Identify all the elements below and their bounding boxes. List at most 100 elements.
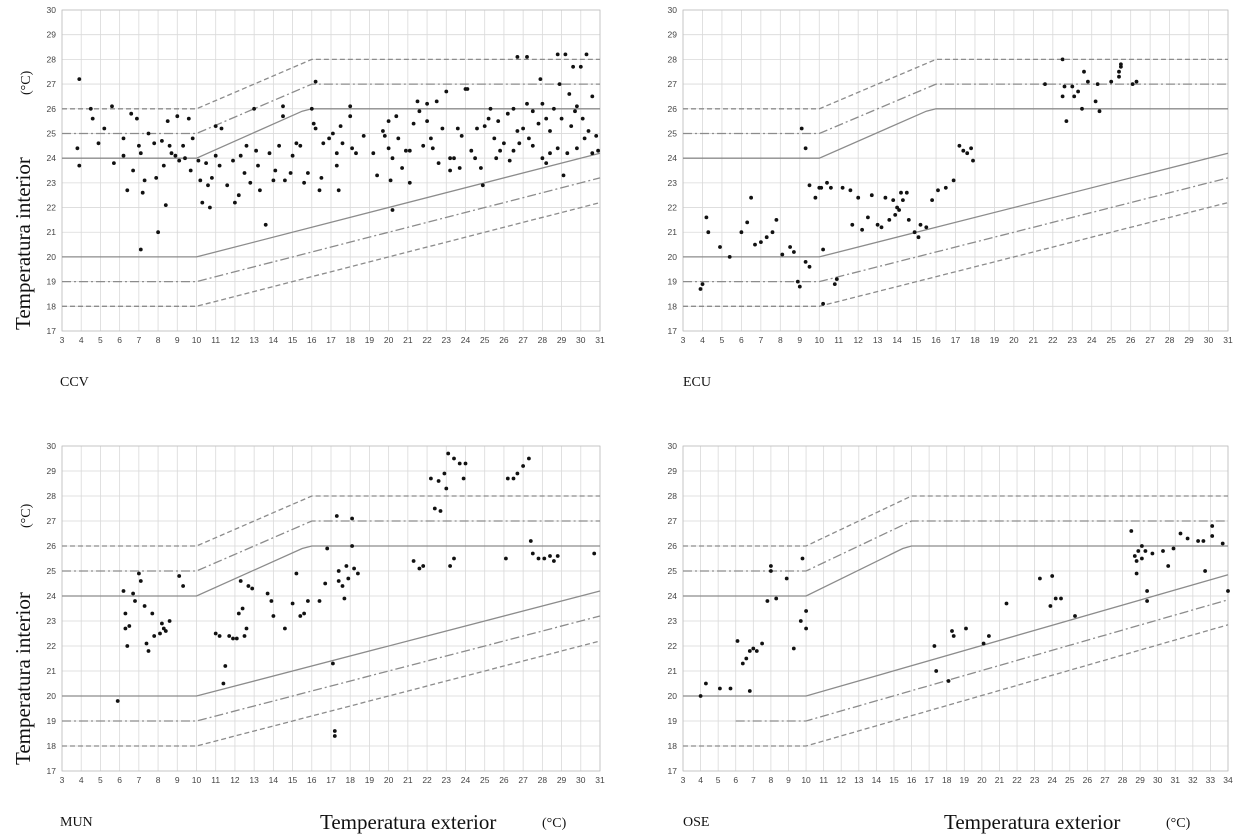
data-point-ccv — [552, 106, 556, 111]
x-tick-label: 31 — [1171, 775, 1181, 785]
x-tick-label: 24 — [461, 775, 471, 785]
x-tick-label: 18 — [942, 775, 952, 785]
y-tick-label: 27 — [47, 516, 57, 526]
data-point-ccv — [298, 143, 303, 148]
data-point-mun — [238, 579, 243, 583]
x-tick-label: 12 — [230, 335, 240, 345]
x-tick-label: 25 — [480, 335, 490, 345]
data-point-ecu — [893, 213, 898, 217]
data-point-mun — [223, 664, 228, 668]
data-point-ccv — [208, 205, 212, 210]
data-point-ose — [1171, 546, 1176, 551]
data-point-ccv — [321, 141, 326, 146]
data-point-ccv — [254, 148, 258, 153]
data-point-mun — [442, 471, 447, 476]
data-point-ose — [1203, 569, 1207, 573]
data-point-ccv — [77, 77, 82, 81]
data-point-ccv — [559, 116, 564, 121]
data-point-ccv — [186, 116, 191, 121]
x-tick-label: 29 — [1135, 775, 1145, 785]
y-tick-label: 25 — [668, 128, 678, 138]
data-point-ccv — [561, 173, 566, 178]
data-point-ccv — [238, 153, 243, 158]
y-tick-label: 24 — [668, 153, 678, 163]
data-point-ccv — [196, 158, 201, 163]
x-tick-label: 23 — [1068, 335, 1078, 345]
data-point-ccv — [594, 134, 599, 138]
y-tick-label: 18 — [47, 301, 57, 311]
data-point-ccv — [233, 200, 237, 205]
data-point-ose — [1073, 614, 1077, 618]
data-point-mun — [505, 476, 510, 481]
data-point-ccv — [213, 124, 218, 128]
data-point-ccv — [475, 126, 479, 131]
x-tick-label: 30 — [1153, 775, 1163, 785]
data-point-ccv — [256, 163, 260, 168]
x-tick-label: 19 — [990, 335, 1000, 345]
data-point-mun — [123, 626, 128, 631]
data-point-ccv — [146, 131, 151, 136]
y-tick-label: 26 — [668, 104, 678, 114]
data-point-ccv — [540, 101, 545, 106]
data-point-ccv — [137, 143, 141, 148]
x-tick-label: 3 — [60, 335, 65, 345]
data-point-ecu — [856, 195, 861, 200]
x-tick-label: 14 — [872, 775, 882, 785]
y-tick-label: 25 — [47, 566, 57, 576]
data-point-ecu — [834, 277, 839, 281]
data-point-ecu — [961, 148, 966, 153]
data-point-ecu — [807, 264, 812, 269]
data-point-ccv — [557, 82, 562, 86]
y-tick-label: 30 — [47, 441, 57, 451]
data-point-ccv — [382, 134, 387, 138]
data-point-ecu — [832, 282, 837, 286]
data-point-ose — [950, 629, 954, 633]
y-tick-label: 17 — [668, 766, 678, 776]
data-point-mun — [444, 486, 449, 491]
y-tick-label: 19 — [668, 277, 678, 287]
y-tick-label: 21 — [47, 227, 57, 237]
x-tick-label: 14 — [269, 775, 279, 785]
data-point-ccv — [340, 141, 345, 146]
data-point-mun — [123, 611, 128, 616]
data-point-ose — [946, 679, 951, 683]
x-tick-label: 6 — [117, 775, 122, 785]
y-tick-label: 22 — [47, 203, 57, 213]
data-point-ccv — [548, 151, 552, 156]
y-tick-label: 24 — [47, 591, 57, 601]
x-tick-label: 20 — [977, 775, 987, 785]
data-point-mun — [452, 556, 456, 561]
data-point-ccv — [494, 156, 499, 161]
data-point-ccv — [309, 106, 314, 111]
x-tick-label: 26 — [499, 335, 509, 345]
data-point-mun — [527, 456, 531, 461]
y-tick-label: 18 — [668, 741, 678, 751]
x-axis-label-left: Temperatura exterior — [320, 810, 496, 834]
x-tick-label: 24 — [461, 335, 471, 345]
data-point-ose — [769, 564, 773, 568]
data-point-mun — [138, 579, 143, 583]
data-point-ccv — [515, 129, 520, 133]
data-point-ccv — [536, 121, 541, 126]
y-tick-label: 19 — [47, 277, 57, 287]
data-point-mun — [334, 514, 339, 518]
limit-line-dashdot-lower — [683, 177, 1229, 283]
data-point-mun — [152, 634, 157, 638]
limit-line-dashdot-upper — [62, 83, 600, 135]
x-tick-label: 24 — [1047, 775, 1057, 785]
panel-label-mun: MUN — [60, 815, 93, 830]
data-point-ccv — [267, 151, 272, 156]
panel-ecu: 3 4 5 6 7 8 9 10 11 12 13 14 15 16 17 18 19 20 21 22 23 24 25 2… — [668, 5, 1233, 345]
data-point-ccv — [129, 111, 134, 116]
data-point-ccv — [571, 64, 575, 69]
data-point-ccv — [590, 94, 595, 99]
data-point-ecu — [971, 158, 975, 163]
data-point-ccv — [430, 146, 435, 151]
data-point-ccv — [415, 99, 420, 104]
limit-line-dashdot-lower — [62, 615, 601, 722]
data-point-ccv — [390, 208, 395, 212]
data-point-ecu — [1117, 74, 1121, 79]
data-point-ecu — [807, 183, 812, 188]
x-tick-label: 10 — [192, 775, 202, 785]
x-tick-label: 12 — [836, 775, 846, 785]
